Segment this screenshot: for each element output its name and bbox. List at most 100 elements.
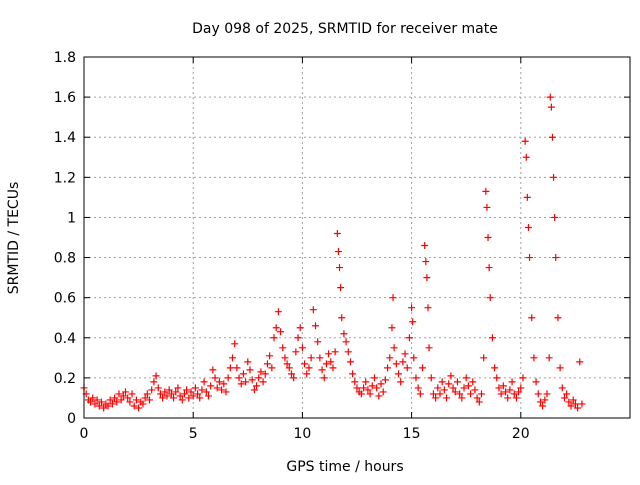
data-point bbox=[303, 370, 311, 378]
data-point bbox=[327, 358, 335, 366]
data-point bbox=[272, 324, 280, 332]
data-point bbox=[379, 388, 387, 396]
data-point bbox=[539, 402, 547, 410]
y-tick-label: 1.8 bbox=[54, 50, 76, 66]
data-point bbox=[546, 93, 554, 101]
data-point bbox=[574, 404, 582, 412]
data-point bbox=[422, 258, 430, 266]
data-point bbox=[351, 378, 359, 386]
data-point bbox=[281, 354, 289, 362]
data-point bbox=[388, 324, 396, 332]
data-point bbox=[106, 396, 114, 404]
data-point bbox=[244, 358, 252, 366]
data-point bbox=[451, 388, 459, 396]
data-point bbox=[314, 338, 322, 346]
data-point bbox=[257, 368, 265, 376]
data-point bbox=[447, 372, 455, 380]
data-point bbox=[333, 229, 341, 237]
data-point bbox=[270, 334, 278, 342]
data-point bbox=[325, 350, 333, 358]
data-point bbox=[108, 400, 116, 408]
data-point bbox=[334, 248, 342, 256]
data-point bbox=[159, 394, 167, 402]
data-point bbox=[346, 358, 354, 366]
data-point bbox=[445, 380, 453, 388]
data-point bbox=[91, 400, 99, 408]
data-point bbox=[167, 390, 175, 398]
data-point bbox=[421, 242, 429, 250]
x-tick-label: 0 bbox=[80, 426, 89, 442]
data-point bbox=[477, 390, 485, 398]
data-point bbox=[285, 364, 293, 372]
data-point bbox=[515, 388, 523, 396]
data-point bbox=[541, 396, 549, 404]
data-point bbox=[419, 364, 427, 372]
x-tick-label: 15 bbox=[403, 426, 421, 442]
data-point bbox=[242, 378, 250, 386]
data-point bbox=[287, 370, 295, 378]
data-point bbox=[353, 384, 361, 392]
data-point bbox=[375, 392, 383, 400]
data-point bbox=[545, 354, 553, 362]
data-point bbox=[469, 378, 477, 386]
data-point bbox=[207, 382, 215, 390]
data-point bbox=[497, 390, 505, 398]
data-point bbox=[266, 352, 274, 360]
data-point bbox=[416, 390, 424, 398]
data-point bbox=[95, 402, 103, 410]
y-tick-label: 0.6 bbox=[54, 291, 76, 307]
data-point bbox=[296, 324, 304, 332]
data-point bbox=[471, 386, 479, 394]
y-tick-label: 0.8 bbox=[54, 251, 76, 267]
data-point bbox=[467, 390, 475, 398]
data-point bbox=[571, 400, 579, 408]
data-point bbox=[204, 392, 212, 400]
data-point bbox=[456, 390, 464, 398]
data-point bbox=[329, 364, 337, 372]
data-point bbox=[170, 394, 178, 402]
data-point bbox=[200, 378, 208, 386]
data-point bbox=[438, 378, 446, 386]
data-point bbox=[194, 390, 202, 398]
data-point bbox=[491, 364, 499, 372]
y-tick-label: 0.4 bbox=[54, 331, 76, 347]
data-point bbox=[394, 370, 402, 378]
data-point bbox=[370, 374, 378, 382]
y-axis-label: SRMTID / TECUs bbox=[6, 182, 22, 295]
data-point bbox=[453, 378, 461, 386]
data-point bbox=[567, 402, 575, 410]
data-point bbox=[565, 398, 573, 406]
data-point bbox=[163, 392, 171, 400]
data-point bbox=[512, 394, 520, 402]
data-point bbox=[440, 386, 448, 394]
data-point bbox=[482, 187, 490, 195]
data-point bbox=[384, 364, 392, 372]
data-point bbox=[397, 378, 405, 386]
data-point bbox=[148, 386, 156, 394]
data-point bbox=[405, 334, 413, 342]
x-axis-label: GPS time / hours bbox=[286, 459, 403, 475]
data-point bbox=[100, 404, 108, 412]
data-point bbox=[550, 173, 558, 181]
data-point bbox=[480, 354, 488, 362]
data-point bbox=[172, 388, 180, 396]
data-point bbox=[475, 398, 483, 406]
data-point bbox=[340, 330, 348, 338]
data-point bbox=[93, 396, 101, 404]
data-point bbox=[412, 374, 420, 382]
data-point bbox=[362, 378, 370, 386]
data-point bbox=[360, 384, 368, 392]
data-point bbox=[485, 264, 493, 272]
data-point bbox=[283, 360, 291, 368]
data-point bbox=[548, 133, 556, 141]
data-points-layer bbox=[80, 93, 586, 412]
data-point bbox=[87, 398, 95, 406]
y-tick-label: 0.2 bbox=[54, 371, 76, 387]
data-point bbox=[563, 390, 571, 398]
data-point bbox=[530, 354, 538, 362]
data-point bbox=[551, 213, 559, 221]
data-point bbox=[261, 370, 269, 378]
data-point bbox=[309, 306, 317, 314]
data-point bbox=[486, 294, 494, 302]
data-point bbox=[135, 404, 143, 412]
